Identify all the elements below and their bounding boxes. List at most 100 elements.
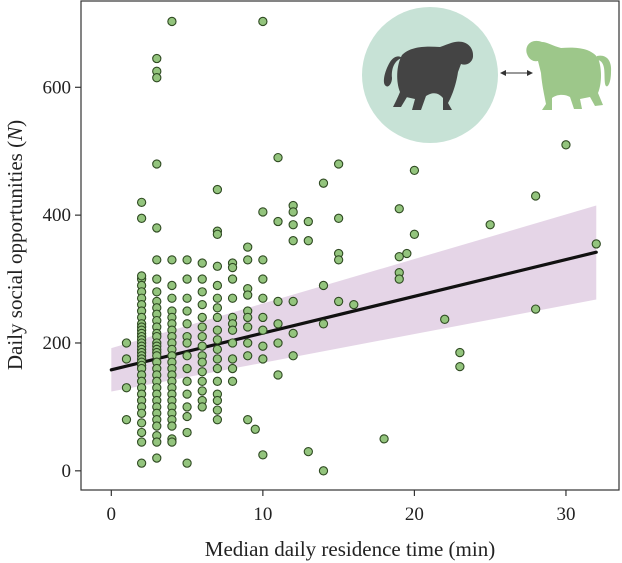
data-point — [212, 229, 223, 239]
data-point — [167, 16, 177, 27]
data-point — [182, 411, 192, 422]
data-point — [455, 361, 465, 372]
data-point — [197, 322, 207, 332]
data-point — [152, 159, 162, 169]
data-point — [288, 236, 298, 246]
data-point — [243, 351, 253, 361]
data-point — [333, 213, 344, 223]
data-point — [227, 376, 238, 386]
data-point — [243, 415, 253, 425]
data-point — [273, 338, 283, 348]
data-point — [227, 274, 238, 284]
baboon-interaction-illustration — [362, 7, 612, 143]
data-point — [212, 335, 223, 345]
data-point — [258, 16, 268, 27]
data-point — [167, 293, 177, 303]
data-point — [212, 363, 223, 374]
data-point — [212, 303, 223, 313]
data-point — [182, 363, 192, 374]
y-axis-label-main: Daily social opportunities ( — [3, 141, 27, 370]
data-point — [227, 363, 238, 374]
data-point — [212, 376, 223, 386]
data-point — [227, 354, 238, 364]
data-point — [561, 140, 571, 150]
data-point — [152, 453, 162, 463]
data-point — [212, 344, 223, 355]
data-point — [197, 402, 207, 412]
data-point — [167, 280, 177, 291]
data-point — [530, 191, 541, 201]
data-point — [182, 427, 192, 438]
x-tick-label: 20 — [405, 504, 424, 525]
data-point — [182, 376, 192, 386]
x-axis-label: Median daily residence time (min) — [205, 537, 495, 561]
data-point — [318, 466, 329, 476]
data-point — [197, 367, 207, 377]
data-point — [212, 184, 223, 195]
data-point — [288, 351, 298, 361]
data-point — [152, 73, 162, 83]
data-point — [379, 434, 389, 444]
data-point — [243, 242, 253, 252]
data-point — [136, 408, 147, 418]
data-point — [167, 421, 177, 431]
data-point — [258, 341, 268, 351]
data-point — [152, 53, 162, 64]
data-point — [182, 306, 192, 316]
data-point — [136, 437, 147, 447]
data-point — [212, 405, 223, 415]
data-point — [182, 274, 192, 284]
data-point — [136, 418, 147, 428]
data-points — [121, 16, 601, 476]
data-point — [152, 287, 162, 297]
x-tick-label: 0 — [107, 504, 117, 525]
data-point — [197, 274, 207, 284]
data-point — [197, 376, 207, 386]
data-point — [227, 338, 238, 348]
data-point — [273, 296, 283, 307]
data-point — [258, 255, 268, 265]
data-point — [258, 293, 268, 303]
baboon-light-icon — [526, 40, 612, 110]
data-point — [318, 280, 329, 291]
data-point — [227, 325, 238, 335]
plot-frame — [80, 0, 620, 491]
x-tick-label: 30 — [556, 504, 575, 525]
data-point — [303, 216, 313, 227]
data-point — [530, 304, 541, 314]
data-point — [152, 274, 162, 284]
data-point — [273, 216, 283, 227]
data-point — [197, 331, 207, 342]
data-point — [258, 450, 268, 460]
data-point — [121, 415, 132, 425]
data-point — [212, 415, 223, 425]
data-point — [394, 252, 404, 262]
data-point — [197, 357, 207, 367]
y-tick-label: 600 — [43, 77, 72, 98]
data-point — [167, 437, 177, 447]
data-point — [182, 319, 192, 329]
data-point — [288, 220, 298, 230]
data-point — [182, 293, 192, 303]
data-point — [152, 421, 162, 431]
data-point — [152, 437, 162, 447]
data-point — [455, 347, 465, 358]
data-point — [303, 446, 313, 457]
data-point — [318, 178, 329, 188]
data-point — [243, 290, 253, 300]
data-point — [485, 220, 495, 230]
data-point — [258, 312, 268, 323]
data-point — [243, 255, 253, 265]
x-axis-ticks: 0 10 20 30 — [107, 490, 575, 525]
regression-line — [109, 250, 598, 372]
data-point — [121, 383, 132, 393]
data-point — [394, 274, 404, 284]
data-point — [197, 341, 207, 351]
data-point — [182, 458, 192, 468]
data-point — [212, 395, 223, 406]
data-point — [591, 239, 601, 249]
data-point — [288, 207, 298, 217]
data-point — [121, 338, 132, 348]
data-point — [197, 312, 207, 323]
